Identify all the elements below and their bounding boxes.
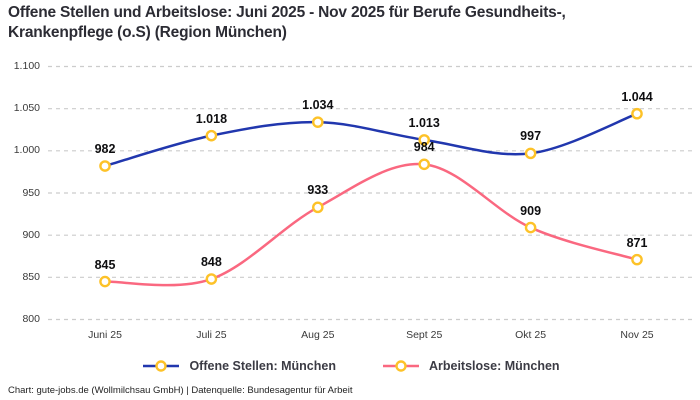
legend-label-arbeitslose: Arbeitslose: München [428,359,560,373]
legend: Offene Stellen: München Arbeitslose: Mün… [0,359,700,373]
data-point-label: 848 [200,255,222,270]
legend-label-offene-stellen: Offene Stellen: München [189,359,336,373]
chart-title: Offene Stellen und Arbeitslose: Juni 202… [8,4,566,41]
x-tick-label: Aug 25 [301,329,335,341]
data-point-label: 909 [520,203,542,218]
x-tick-label: Okt 25 [515,329,547,341]
x-tick-label: Juni 25 [88,329,122,341]
legend-item-arbeitslose[interactable]: Arbeitslose: München [380,359,560,373]
x-tick-label: Sept 25 [406,329,443,341]
data-point-marker[interactable] [631,253,643,266]
data-point-label: 984 [413,140,435,155]
data-point-label: 1.013 [408,115,440,130]
data-point-label: 845 [94,257,116,272]
data-point-label: 933 [307,183,329,198]
y-tick-label: 1.050 [13,102,40,115]
data-point-label: 1.018 [195,111,228,126]
y-tick-label: 950 [22,186,40,199]
x-tick-label: Nov 25 [620,329,654,341]
y-tick-label: 1.100 [13,60,40,72]
data-point-marker[interactable] [311,116,324,128]
data-point-marker[interactable] [205,129,218,142]
data-point-label: 997 [520,129,542,144]
data-point-marker[interactable] [631,107,643,120]
series-line [103,112,639,168]
data-point-marker[interactable] [311,201,324,214]
data-point-marker[interactable] [99,275,111,288]
series-line [103,162,639,287]
line-marker-icon [382,360,419,372]
data-point-marker[interactable] [99,160,111,172]
data-point-label: 1.034 [302,98,334,113]
data-point-marker[interactable] [524,221,537,234]
y-tick-label: 1.000 [13,144,40,157]
y-tick-label: 900 [22,228,40,241]
legend-item-offene-stellen[interactable]: Offene Stellen: München [140,359,336,373]
data-point-marker[interactable] [524,147,537,160]
attribution-text: Chart: gute-jobs.de (Wollmilchsau GmbH) … [8,385,353,396]
data-point-label: 982 [94,142,116,156]
line-marker-icon [143,360,180,372]
data-point-label: 871 [626,235,648,250]
data-point-label: 1.044 [621,89,653,104]
y-tick-label: 800 [22,313,40,325]
y-tick-label: 850 [22,270,40,283]
x-tick-label: Juli 25 [196,329,227,341]
data-point-marker[interactable] [205,273,218,285]
data-point-marker[interactable] [418,134,431,146]
data-point-marker[interactable] [418,158,431,171]
